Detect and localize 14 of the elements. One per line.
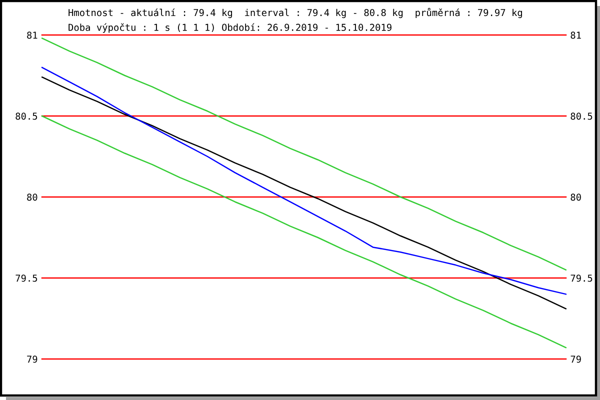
y-tick-label: 79 [27,356,38,363]
y2-tick-label: 80 [570,194,581,201]
chart-title: Hmotnost - aktuální : 79.4 kg interval : 79.4 kg - 80.8 kg průměrná : 79.97 kg [68,8,522,18]
line-series [41,38,567,271]
y2-tick-label: 79.5 [570,274,592,282]
y-tick-label: 79.5 [16,274,38,282]
line-series [41,115,567,348]
chart-subtitle: Doba výpočtu : 1 s (1 1 1) Období: 26.9.2019 - 15.10.2019 [68,23,392,33]
y2-tick-label: 80.5 [570,112,592,120]
y-tick-label: 81 [27,32,38,39]
y2-tick-label: 81 [570,32,581,39]
y2-tick-label: 79 [570,356,581,363]
y-tick-label: 80 [27,194,38,201]
y-tick-label: 80.5 [16,112,38,120]
